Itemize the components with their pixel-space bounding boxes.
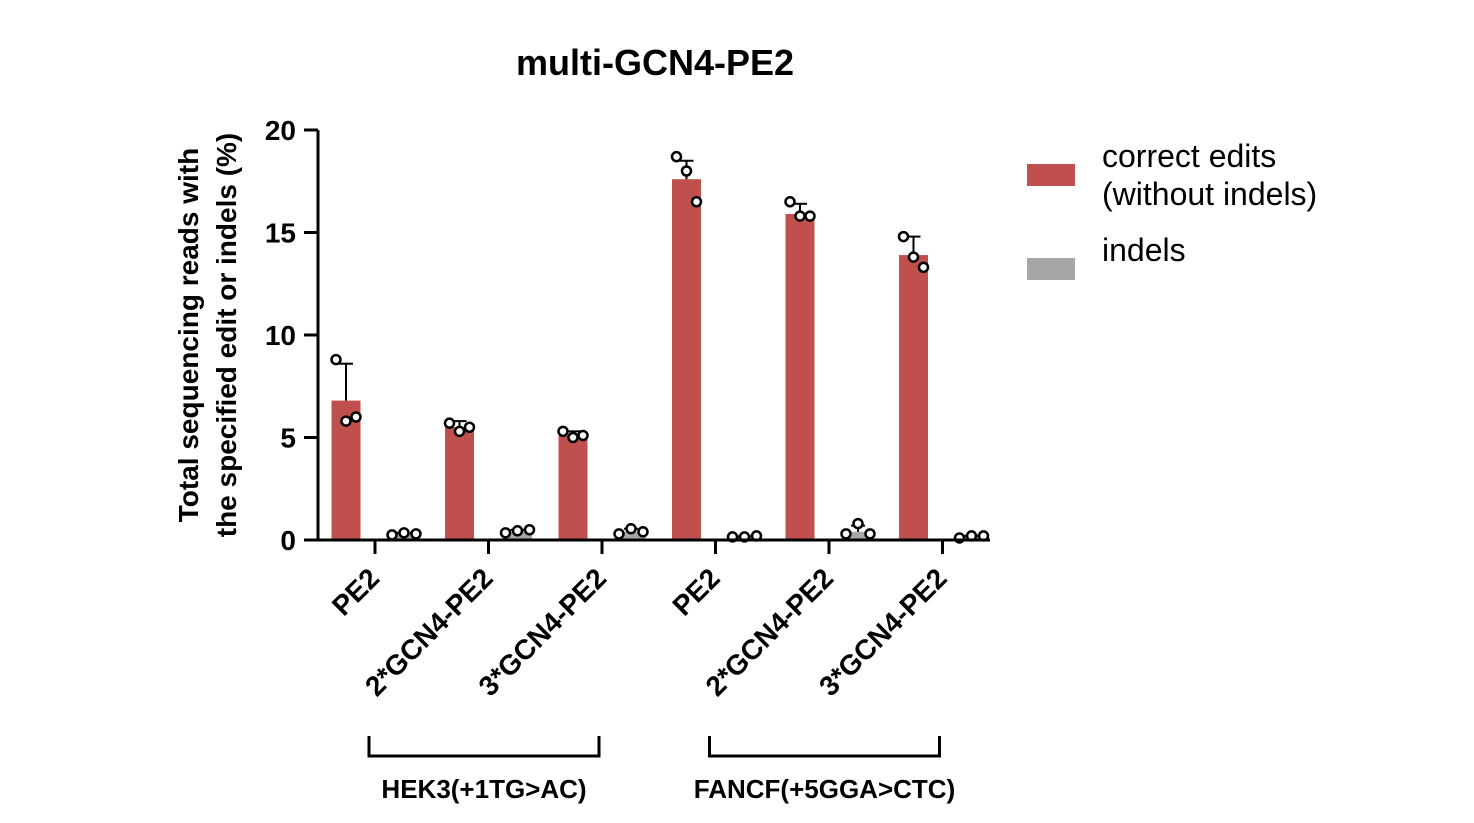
data-point	[897, 230, 910, 243]
data-point	[852, 517, 864, 530]
data-point	[330, 353, 342, 366]
data-point	[557, 425, 569, 438]
y-tick-label: 5	[280, 423, 296, 454]
data-point	[690, 196, 703, 208]
data-point	[410, 528, 422, 540]
plot-area	[330, 150, 990, 544]
data-point	[613, 528, 625, 540]
data-point	[499, 527, 512, 539]
data-point	[804, 210, 816, 222]
legend: correct edits (without indels) indels	[1027, 138, 1317, 280]
data-point	[398, 527, 410, 539]
legend-swatch-indels	[1027, 258, 1075, 280]
bar-indels	[843, 531, 873, 540]
data-point	[511, 525, 524, 537]
data-point	[340, 415, 352, 427]
legend-label-line: (without indels)	[1102, 176, 1317, 212]
y-axis-label: Total sequencing reads with the specifie…	[173, 133, 242, 538]
data-point	[840, 528, 852, 540]
y-tick-label: 0	[280, 525, 296, 556]
data-point	[670, 150, 683, 163]
data-point	[523, 524, 536, 536]
legend-label-line: indels	[1102, 232, 1186, 268]
bar-correct-edits	[558, 435, 588, 540]
legend-label: indels	[1102, 232, 1186, 268]
group-bracket	[708, 736, 941, 758]
data-point	[917, 261, 930, 274]
data-point	[864, 528, 876, 540]
bar-correct-edits	[672, 179, 701, 540]
data-point	[625, 522, 637, 535]
legend-label: correct edits (without indels)	[1102, 138, 1317, 212]
bar-correct-edits	[785, 214, 815, 541]
group-bracket	[367, 736, 601, 758]
legend-label-line: correct edits	[1102, 138, 1276, 174]
y-axis-label-line2: the specified edit or indels (%)	[211, 133, 242, 538]
data-point	[463, 421, 476, 433]
x-tick-label: PE2	[326, 562, 385, 621]
data-point	[443, 417, 456, 429]
group-label-hek3: HEK3(+1TG>AC)	[381, 774, 586, 804]
y-tick-label: 15	[265, 218, 296, 249]
data-point	[680, 165, 693, 177]
data-point	[453, 425, 466, 438]
data-point	[794, 210, 806, 222]
data-point	[386, 529, 398, 541]
data-point	[577, 429, 589, 442]
y-tick-label: 20	[265, 115, 296, 146]
data-point	[567, 431, 579, 444]
data-point	[350, 411, 362, 423]
category-groups: HEK3(+1TG>AC) FANCF(+5GGA>CTC)	[367, 736, 955, 804]
bar-correct-edits	[445, 427, 474, 540]
data-point	[637, 526, 649, 538]
x-tick-label: PE2	[666, 562, 725, 621]
y-tick-label: 10	[265, 320, 296, 351]
chart-title: multi-GCN4-PE2	[516, 42, 794, 83]
group-label-fancf: FANCF(+5GGA>CTC)	[694, 774, 955, 804]
y-axis-label-line1: Total sequencing reads with	[173, 148, 204, 522]
legend-swatch-correct-edits	[1027, 164, 1075, 186]
bar-correct-edits	[899, 255, 928, 541]
bar-indels	[616, 531, 646, 540]
data-point	[784, 196, 796, 208]
data-point	[907, 251, 920, 263]
